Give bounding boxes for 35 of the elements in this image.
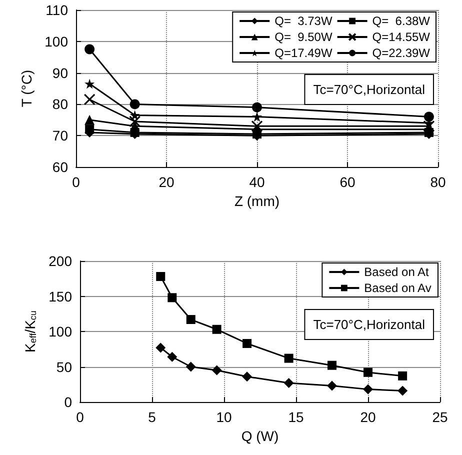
legend-label: Q= 6.38W: [372, 14, 431, 28]
y-tick-label: 50: [56, 358, 72, 375]
y-tick-label: 0: [64, 394, 72, 410]
y-tick-label: 100: [48, 324, 72, 340]
legend-label: Based on At: [364, 265, 430, 279]
legend-label: Q=22.39W: [372, 46, 431, 60]
y-axis-title: Keff/Kcu: [22, 310, 38, 352]
x-tick-label: 80: [430, 174, 446, 190]
x-tick-label: 25: [432, 409, 448, 425]
y-tick-label: 70: [52, 128, 68, 144]
x-tick-label: 0: [76, 409, 84, 425]
y-axis-title: T (°C): [18, 70, 35, 108]
legend-label: Q= 9.50W: [274, 30, 333, 44]
x-tick-label: 15: [288, 409, 304, 425]
legend-label: Q= 3.73W: [274, 14, 333, 28]
x-tick-label: 60: [340, 174, 356, 190]
x-tick-label: 20: [360, 409, 376, 425]
y-tick-label: 80: [52, 96, 68, 112]
y-tick-label: 200: [48, 253, 72, 269]
x-axis-title: Q (W): [241, 428, 279, 444]
x-tick-label: 10: [216, 409, 232, 425]
y-tick-label: 110: [46, 2, 68, 18]
y-tick-label: 100: [44, 33, 68, 50]
x-axis-title: Z (mm): [234, 192, 280, 209]
legend-label: Based on Av: [364, 281, 432, 295]
annotation: Tc=70°C,Horizontal: [313, 317, 426, 332]
y-tick-label: 150: [48, 288, 72, 304]
y-tick-label: 60: [52, 159, 68, 175]
x-tick-label: 5: [148, 409, 156, 425]
annotation: Tc=70°C,Horizontal: [313, 82, 426, 97]
x-tick-label: 40: [249, 174, 265, 190]
legend-label: Q=14.55W: [372, 30, 431, 44]
y-tick-label: 90: [52, 64, 68, 81]
x-tick-label: 20: [158, 174, 174, 190]
legend-label: Q=17.49W: [274, 46, 333, 60]
